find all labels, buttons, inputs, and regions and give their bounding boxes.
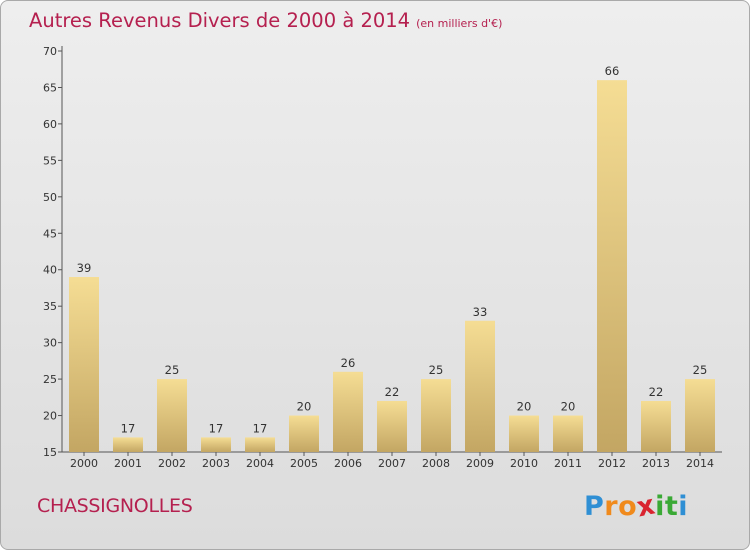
x-tick-label-2004: 2004 [246,457,274,470]
value-label-2004: 17 [253,421,268,435]
y-tick-label: 45 [43,227,57,240]
x-tick-label-2013: 2013 [642,457,670,470]
bar-2014 [685,379,715,452]
value-label-2007: 22 [385,385,400,399]
value-label-2011: 20 [561,400,576,414]
value-label-2005: 20 [297,400,312,414]
y-tick-label: 20 [43,410,57,423]
y-tick-label: 30 [43,337,57,350]
bar-2007 [377,400,407,452]
y-tick-label: 55 [43,154,57,167]
logo-letter: i [655,491,665,522]
value-label-2002: 25 [165,363,180,377]
title-row: Autres Revenus Divers de 2000 à 2014 (en … [29,9,502,32]
bar-2002 [157,379,187,452]
bar-2006 [333,371,363,452]
value-label-2008: 25 [429,363,444,377]
bar-2004 [245,437,275,452]
bar-2008 [421,379,451,452]
proxiti-logo[interactable]: Proxiti [584,489,689,523]
x-tick-label-2007: 2007 [378,457,406,470]
value-label-2009: 33 [473,305,488,319]
x-tick-label-2006: 2006 [334,457,362,470]
y-tick-label: 65 [43,81,57,94]
x-tick-label-2012: 2012 [598,457,626,470]
value-label-2001: 17 [121,421,136,435]
bar-2009 [465,320,495,452]
logo-letter: i [678,491,689,522]
value-label-2013: 22 [649,385,664,399]
bar-2005 [289,415,319,452]
y-tick-label: 35 [43,300,57,313]
logo-letter: r [604,491,619,522]
x-tick-label-2003: 2003 [202,457,230,470]
bar-2001 [113,437,143,452]
x-tick-label-2005: 2005 [290,457,318,470]
y-tick-label: 70 [43,45,57,58]
bar-2010 [509,415,539,452]
x-tick-label-2009: 2009 [466,457,494,470]
value-label-2006: 26 [341,356,356,370]
bar-2003 [201,437,231,452]
x-tick-label-2008: 2008 [422,457,450,470]
x-tick-label-2001: 2001 [114,457,142,470]
logo-letter: t [664,491,679,522]
y-tick-label: 40 [43,264,57,277]
value-labels: 39 17 25 17 17 20 26 22 25 33 20 20 66 22 25 [77,64,708,435]
y-tick-label: 15 [43,446,57,459]
x-tick-label-2014: 2014 [686,457,714,470]
bar-2012 [597,80,627,452]
bar-2011 [553,415,583,452]
value-label-2010: 20 [517,400,532,414]
y-tick-label: 60 [43,118,57,131]
x-tick-label-2010: 2010 [510,457,538,470]
logo-letter: P [584,491,605,522]
bar-2013 [641,400,671,452]
chart-unit: (en milliers d'€) [416,17,503,30]
value-label-2000: 39 [77,261,92,275]
value-label-2003: 17 [209,421,224,435]
y-tick-label: 50 [43,191,57,204]
commune-name: CHASSIGNOLLES [37,495,193,517]
x-tick-label-2000: 2000 [70,457,98,470]
bars [69,80,715,452]
value-label-2012: 66 [605,64,620,78]
x-tick-label-2011: 2011 [554,457,582,470]
x-tick-label-2002: 2002 [158,457,186,470]
y-tick-label: 25 [43,373,57,386]
bar-2000 [69,277,99,452]
value-label-2014: 25 [693,363,708,377]
chart-title: Autres Revenus Divers de 2000 à 2014 [29,9,411,32]
logo-letter: o [618,491,638,522]
